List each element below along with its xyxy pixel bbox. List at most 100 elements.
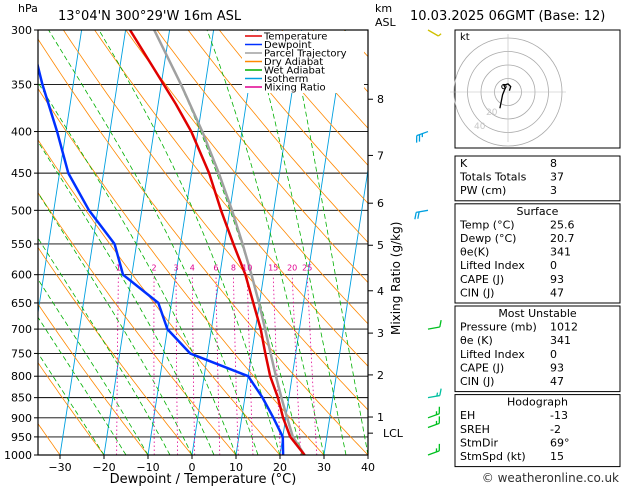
index-value: 8 bbox=[550, 157, 557, 170]
legend-entry: Wet Adiabat bbox=[264, 66, 325, 77]
legend-entry: Dewpoint bbox=[264, 40, 312, 51]
index-label: SREH bbox=[460, 423, 490, 436]
index-value: 3 bbox=[550, 184, 557, 197]
isotherm-line bbox=[279, 30, 347, 455]
dry-adiabat-line bbox=[38, 303, 149, 455]
index-value: 47 bbox=[550, 375, 564, 388]
lcl-label: LCL bbox=[383, 427, 404, 440]
height-tick-label: 7 bbox=[377, 149, 384, 162]
wind-barb-flag bbox=[417, 211, 420, 219]
mixing-ratio-label: 1 bbox=[116, 264, 121, 273]
hodograph-ghost-label: 40 bbox=[474, 122, 486, 132]
mixing-ratio-label: 3 bbox=[174, 264, 179, 273]
pressure-axis: 300 350 400 450 500 550 600 650 700 750 800 850 900 9… bbox=[4, 24, 38, 462]
index-value: -2 bbox=[550, 423, 561, 436]
mixing-ratio-line bbox=[291, 274, 302, 455]
dewpoint-line bbox=[38, 61, 285, 455]
copyright-footer: © weatheronline.co.uk bbox=[482, 471, 619, 485]
mixing-ratio-label: 8 bbox=[231, 264, 236, 273]
mixing-ratio-label: 10 bbox=[242, 264, 252, 273]
hodograph_table-title: Hodograph bbox=[507, 396, 568, 409]
index-label: CIN (J) bbox=[460, 286, 494, 299]
index-value: 15 bbox=[550, 450, 564, 463]
dry-adiabat-line bbox=[187, 30, 368, 243]
hodograph-frame bbox=[454, 29, 621, 149]
index-value: 20.7 bbox=[550, 232, 575, 245]
hodograph-ghost-label: 20 bbox=[486, 108, 498, 118]
index-value: 93 bbox=[550, 273, 564, 286]
mixing-ratio-label: 20 bbox=[287, 264, 297, 273]
pressure-tick-label: 850 bbox=[11, 392, 32, 405]
isotherm-line bbox=[191, 30, 259, 455]
pressure-tick-label: 900 bbox=[11, 412, 32, 425]
temperature-tick-label: 0 bbox=[189, 461, 196, 474]
legend-entry: Mixing Ratio bbox=[264, 83, 326, 94]
isotherm-line bbox=[59, 30, 127, 455]
wet-adiabat-line bbox=[38, 140, 215, 455]
index-label: θe (K) bbox=[460, 334, 493, 347]
wind-barb-staff bbox=[416, 209, 429, 214]
mixing-ratio-line bbox=[191, 274, 196, 455]
mixing-ratio-label: 25 bbox=[302, 264, 312, 273]
index-value: 25.6 bbox=[550, 218, 575, 231]
dry-adiabat-line bbox=[94, 30, 368, 367]
mixing-ratio-label: 15 bbox=[268, 264, 278, 273]
mixing-ratio-line bbox=[306, 274, 318, 455]
pressure-tick-label: 1000 bbox=[4, 449, 32, 462]
location-title: 13°04'N 300°29'W 16m ASL bbox=[58, 9, 242, 24]
wet-adiabat-line bbox=[38, 81, 237, 455]
pressure-tick-label: 500 bbox=[11, 204, 32, 217]
index-value: 0 bbox=[550, 348, 557, 361]
height-tick-label: 6 bbox=[377, 197, 384, 210]
height-tick-label: 5 bbox=[377, 239, 384, 252]
isotherm-line bbox=[323, 166, 368, 455]
mixing-ratio-label: 6 bbox=[213, 264, 218, 273]
temperature-tick-label: 40 bbox=[361, 461, 375, 474]
wet-adiabat-line bbox=[251, 30, 347, 455]
indices-box bbox=[454, 155, 621, 202]
index-value: 341 bbox=[550, 246, 571, 259]
dry-adiabat-line bbox=[156, 30, 368, 284]
pressure-tick-label: 700 bbox=[11, 323, 32, 336]
legend-entry: Isotherm bbox=[264, 74, 308, 85]
index-label: K bbox=[460, 157, 468, 170]
height-tick-label: 8 bbox=[377, 93, 384, 106]
mixing-ratio-line bbox=[233, 274, 239, 455]
wet-adiabat-line bbox=[289, 30, 368, 455]
wind-barb-flag bbox=[439, 320, 442, 328]
wind-barb-staff bbox=[427, 450, 440, 456]
wet-adiabat-line bbox=[98, 30, 281, 455]
temperature-tick-label: 20 bbox=[273, 461, 287, 474]
dry-adiabat-line bbox=[250, 30, 368, 166]
wind-barb-flag bbox=[437, 33, 442, 37]
most_unstable-title: Most Unstable bbox=[498, 307, 577, 320]
most_unstable-box bbox=[454, 305, 621, 393]
index-value: 37 bbox=[550, 171, 564, 184]
index-label: CAPE (J) bbox=[460, 273, 504, 286]
index-value: 341 bbox=[550, 334, 571, 347]
index-label: Pressure (mb) bbox=[460, 321, 537, 334]
index-label: StmDir bbox=[460, 436, 499, 449]
x-axis-label: Dewpoint / Temperature (°C) bbox=[110, 472, 297, 486]
index-label: StmSpd (kt) bbox=[460, 450, 526, 463]
index-value: -13 bbox=[550, 409, 568, 422]
index-label: Totals Totals bbox=[459, 171, 527, 184]
pressure-tick-label: 750 bbox=[11, 347, 32, 360]
index-label: θe(K) bbox=[460, 246, 489, 259]
wet-adiabat-line bbox=[38, 192, 193, 455]
wet-adiabat-line bbox=[153, 30, 303, 455]
pressure-tick-label: 650 bbox=[11, 297, 32, 310]
pressure-tick-label: 600 bbox=[11, 269, 32, 282]
dry-adiabat-line bbox=[218, 30, 368, 204]
height-tick-label: 3 bbox=[377, 327, 384, 340]
temperature-tick-label: −30 bbox=[48, 461, 71, 474]
index-label: Lifted Index bbox=[460, 259, 525, 272]
hodograph-unit-label: kt bbox=[460, 32, 470, 43]
legend-entry: Dry Adiabat bbox=[264, 57, 323, 68]
index-value: 1012 bbox=[550, 321, 578, 334]
mixing-ratio-label: 2 bbox=[151, 264, 156, 273]
pressure-tick-label: 550 bbox=[11, 238, 32, 251]
